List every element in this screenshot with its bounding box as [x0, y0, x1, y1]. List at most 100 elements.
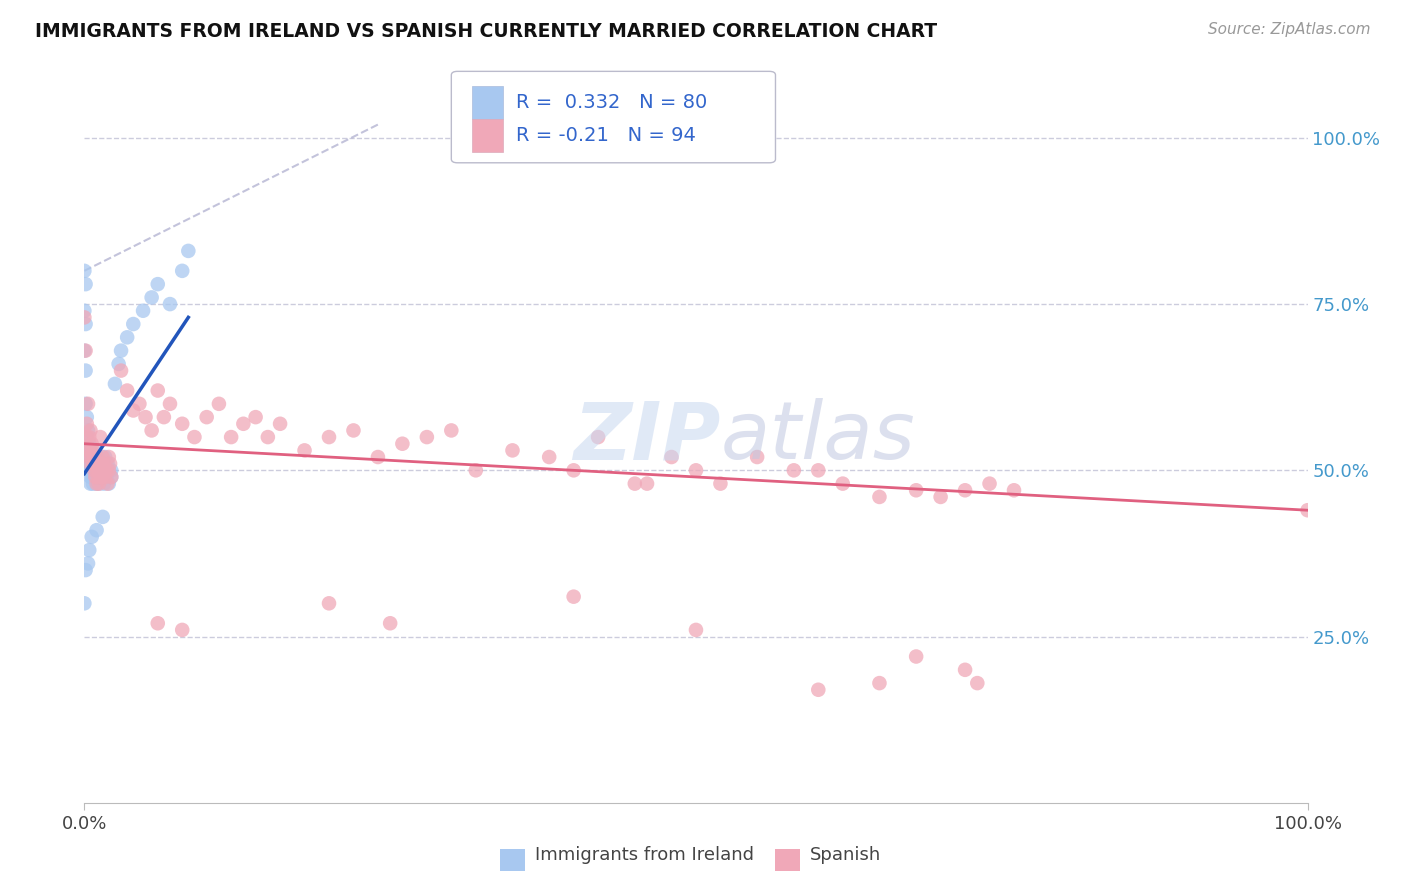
Point	[141, 290, 163, 304]
Point	[869, 490, 891, 504]
Point	[96, 470, 118, 484]
Point	[132, 303, 155, 318]
Point	[869, 676, 891, 690]
Point	[86, 476, 108, 491]
Point	[979, 476, 1001, 491]
Point	[89, 463, 111, 477]
Point	[87, 463, 110, 477]
FancyBboxPatch shape	[472, 87, 503, 120]
Point	[562, 590, 585, 604]
Point	[661, 450, 683, 464]
Point	[77, 457, 100, 471]
Point	[93, 463, 115, 477]
Point	[416, 430, 439, 444]
Point	[75, 363, 97, 377]
Point	[90, 470, 112, 484]
Point	[91, 463, 114, 477]
Point	[76, 436, 98, 450]
Point	[747, 450, 769, 464]
Point	[86, 523, 108, 537]
Point	[73, 343, 96, 358]
Point	[86, 476, 108, 491]
Point	[83, 463, 105, 477]
Point	[83, 450, 105, 464]
Point	[77, 457, 100, 471]
Point	[104, 376, 127, 391]
Point	[110, 363, 132, 377]
Point	[391, 436, 413, 450]
Point	[90, 470, 112, 484]
Point	[464, 463, 486, 477]
Point	[80, 450, 103, 464]
Point	[90, 457, 112, 471]
Point	[80, 470, 103, 484]
Point	[79, 476, 101, 491]
Point	[91, 509, 114, 524]
Point	[128, 397, 150, 411]
Point	[96, 463, 118, 477]
Point	[97, 450, 120, 464]
Point	[87, 457, 110, 471]
Point	[183, 430, 205, 444]
Point	[195, 410, 218, 425]
Point	[709, 476, 731, 491]
Point	[80, 463, 103, 477]
Point	[73, 310, 96, 325]
Point	[94, 450, 117, 464]
Point	[76, 417, 98, 431]
Point	[110, 343, 132, 358]
Point	[75, 563, 97, 577]
Point	[685, 463, 707, 477]
Point	[245, 410, 267, 425]
Point	[96, 463, 118, 477]
Point	[257, 430, 280, 444]
Point	[82, 476, 104, 491]
Point	[77, 450, 100, 464]
Point	[77, 463, 100, 477]
Point	[76, 410, 98, 425]
Point	[83, 463, 105, 477]
Point	[146, 616, 169, 631]
Text: IMMIGRANTS FROM IRELAND VS SPANISH CURRENTLY MARRIED CORRELATION CHART: IMMIGRANTS FROM IRELAND VS SPANISH CURRE…	[35, 22, 938, 41]
Point	[86, 450, 108, 464]
Point	[294, 443, 316, 458]
Point	[380, 616, 402, 631]
Point	[79, 424, 101, 438]
Point	[905, 483, 928, 498]
Point	[79, 470, 101, 484]
Point	[135, 410, 157, 425]
Point	[87, 470, 110, 484]
Point	[831, 476, 853, 491]
Point	[84, 463, 107, 477]
Point	[159, 297, 181, 311]
Point	[172, 417, 194, 431]
Point	[953, 663, 976, 677]
Point	[80, 530, 103, 544]
Text: Immigrants from Ireland: Immigrants from Ireland	[534, 847, 754, 864]
Point	[93, 476, 115, 491]
Point	[82, 443, 104, 458]
Point	[367, 450, 389, 464]
Point	[98, 457, 121, 471]
Point	[269, 417, 291, 431]
Point	[86, 463, 108, 477]
Point	[80, 457, 103, 471]
Point	[80, 450, 103, 464]
Text: R = -0.21   N = 94: R = -0.21 N = 94	[516, 127, 696, 145]
Point	[83, 443, 105, 458]
Point	[77, 397, 100, 411]
Point	[77, 443, 100, 458]
Point	[84, 450, 107, 464]
Point	[89, 470, 111, 484]
Point	[146, 384, 169, 398]
Point	[80, 436, 103, 450]
Point	[83, 457, 105, 471]
Point	[89, 430, 111, 444]
Point	[538, 450, 561, 464]
Point	[75, 343, 97, 358]
Point	[953, 483, 976, 498]
Point	[1296, 503, 1319, 517]
Point	[86, 463, 108, 477]
Point	[84, 470, 107, 484]
Point	[87, 463, 110, 477]
